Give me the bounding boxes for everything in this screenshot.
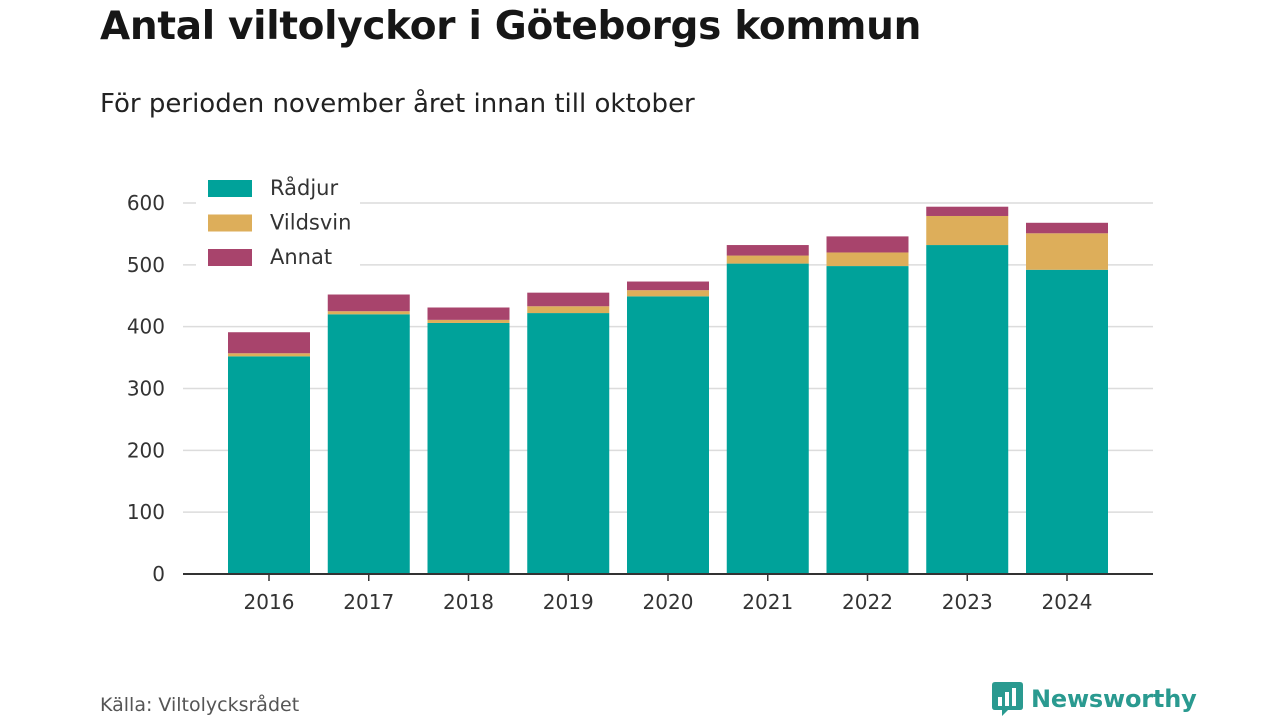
- bar-segment-annat: [726, 245, 809, 256]
- bar-segment-radjur: [527, 313, 610, 574]
- x-tick-label: 2017: [343, 590, 394, 614]
- bar-segment-vildsvin: [726, 255, 809, 264]
- legend-swatch-vildsvin: [208, 214, 252, 232]
- x-tick-label: 2020: [643, 590, 694, 614]
- bar-segment-radjur: [826, 266, 909, 574]
- brand-name: Newsworthy: [1031, 685, 1197, 713]
- bar-segment-vildsvin: [527, 306, 610, 314]
- bar-segment-annat: [1026, 222, 1108, 234]
- x-tick-label: 2021: [742, 590, 793, 614]
- bar-chart-speech-bubble-icon: [992, 682, 1023, 716]
- legend-swatch-annat: [208, 249, 252, 266]
- bar-segment-annat: [826, 236, 909, 253]
- bar-segment-vildsvin: [427, 319, 510, 323]
- bar-segment-radjur: [926, 245, 1009, 574]
- y-tick-label: 400: [127, 315, 165, 339]
- brand-logo: Newsworthy: [992, 682, 1197, 716]
- x-tick-label: 2018: [443, 590, 494, 614]
- y-tick-label: 500: [127, 253, 165, 277]
- bar-segment-radjur: [726, 263, 809, 574]
- y-tick-label: 300: [127, 377, 165, 401]
- y-axis-tick-labels: 0 100 200 300 400 500 600: [127, 191, 165, 586]
- bar-segment-vildsvin: [1026, 233, 1108, 270]
- y-tick-label: 600: [127, 191, 165, 215]
- bar-segment-vildsvin: [926, 215, 1009, 246]
- x-axis-tick-labels: 2016 2017 2018 2019 2020 2021 2022 2023 2024: [183, 573, 1153, 614]
- bar-segment-radjur: [627, 296, 709, 574]
- bar-segment-vildsvin: [228, 353, 310, 357]
- bar-segment-radjur: [1026, 269, 1108, 574]
- bar-segment-radjur: [228, 356, 310, 574]
- y-tick-label: 0: [152, 562, 165, 586]
- y-tick-label: 100: [127, 500, 165, 524]
- stacked-bar-chart: 0 100 200 300 400 500 600 2016 2017 2018 2019 2020…: [126, 171, 1153, 614]
- legend-label-radjur: Rådjur: [270, 175, 338, 200]
- bar-segment-vildsvin: [327, 311, 410, 315]
- x-tick-label: 2022: [842, 590, 893, 614]
- bar-segment-annat: [228, 332, 310, 354]
- bar-segment-vildsvin: [826, 252, 909, 267]
- legend-swatch-radjur: [208, 180, 252, 197]
- x-tick-label: 2024: [1042, 590, 1093, 614]
- bar-segment-radjur: [427, 322, 510, 574]
- source-note: Källa: Viltolycksrådet: [100, 694, 300, 716]
- x-tick-label: 2016: [244, 590, 295, 614]
- legend-label-annat: Annat: [270, 245, 332, 269]
- bar-segment-vildsvin: [627, 290, 709, 297]
- bar-segment-radjur: [327, 314, 410, 574]
- bar-segment-annat: [926, 206, 1009, 216]
- chart-title: Antal viltolyckor i Göteborgs kommun: [100, 4, 922, 49]
- x-tick-label: 2023: [942, 590, 993, 614]
- legend: Rådjur Vildsvin Annat: [196, 171, 360, 273]
- legend-label-vildsvin: Vildsvin: [270, 211, 351, 235]
- y-tick-label: 200: [127, 438, 165, 462]
- bar-segment-annat: [427, 307, 510, 320]
- bar-segment-annat: [627, 281, 709, 291]
- bar-segment-annat: [327, 294, 410, 312]
- bars: [228, 206, 1108, 574]
- x-tick-label: 2019: [543, 590, 594, 614]
- bar-segment-annat: [527, 292, 610, 307]
- chart-subtitle: För perioden november året innan till ok…: [100, 89, 695, 119]
